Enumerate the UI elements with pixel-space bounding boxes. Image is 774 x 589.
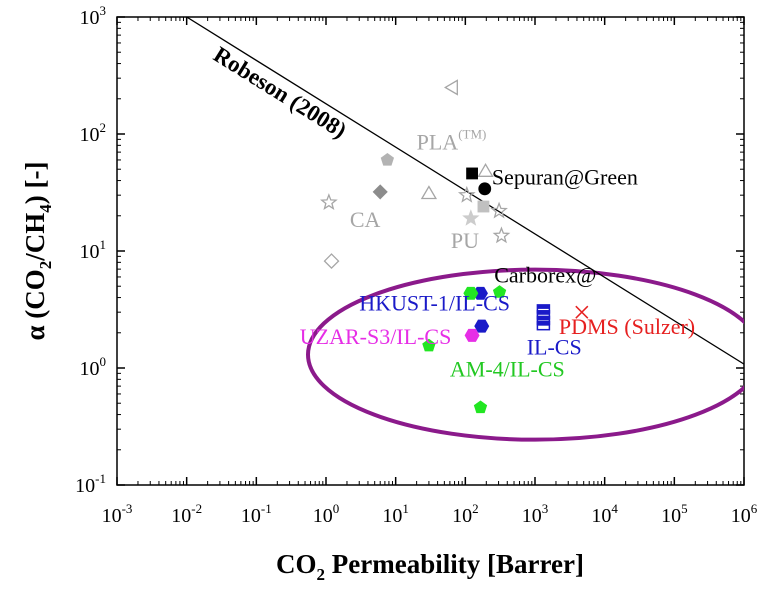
data-point-diamond-open — [323, 253, 340, 270]
data-point-star-open — [320, 193, 338, 210]
ilcs-label: IL-CS — [527, 335, 582, 360]
hkust-label: HKUST-1/IL-CS — [359, 291, 510, 316]
data-point-diamond — [372, 184, 388, 200]
data-point-square — [477, 200, 490, 213]
data-point-pentagon — [380, 152, 395, 166]
carborex-label: Carborex@ — [494, 262, 596, 287]
y-axis-title: α (CO2/CH4) [-] — [20, 161, 55, 340]
x-tick-label: 100 — [313, 501, 340, 527]
plot-frame — [116, 16, 745, 486]
x-tick-label: 104 — [591, 501, 618, 527]
y-tick-label: 100 — [80, 354, 107, 380]
pu-label: PU — [451, 228, 479, 253]
y-tick-label: 101 — [80, 237, 107, 263]
tick-labels: 10-3 10-2 10-1 100 101 102 103 104 105 106 10-1 100… — [75, 3, 758, 527]
data-point-triangle-open — [420, 185, 438, 200]
data-point-hexagon — [463, 286, 479, 300]
data-point-square-half — [536, 320, 551, 331]
data-point-square — [466, 167, 478, 180]
data-layer — [186, 17, 744, 442]
data-point-star-open — [492, 226, 511, 244]
y-tick-label: 102 — [80, 120, 107, 146]
data-point-pentagon — [422, 338, 436, 352]
data-point-cross — [575, 305, 589, 319]
data-point-star-open — [457, 185, 476, 203]
x-tick-label: 103 — [522, 501, 549, 527]
annotations: Robeson (2008) PLA(TM)Sepuran@Green CA PU Ca… — [209, 42, 695, 382]
data-point-hexagon — [474, 319, 490, 333]
x-tick-label: 106 — [731, 501, 758, 527]
x-axis-title: CO2 Permeability [Barrer] — [276, 549, 584, 584]
axis-ticks — [116, 16, 745, 486]
x-tick-label: 10-2 — [171, 501, 202, 527]
data-point-triangle-left-open — [444, 79, 458, 96]
ca-label: CA — [350, 207, 381, 232]
pdms-label: PDMS (Sulzer) — [559, 314, 695, 339]
y-tick-label: 10-1 — [75, 471, 106, 497]
x-tick-label: 10-1 — [241, 501, 272, 527]
data-point-pentagon — [492, 285, 507, 298]
data-point-circle — [478, 182, 492, 196]
x-tick-label: 101 — [382, 501, 409, 527]
am4-label: AM-4/IL-CS — [450, 356, 565, 381]
robeson-line-label: Robeson (2008) — [209, 42, 351, 143]
y-tick-label: 103 — [80, 3, 107, 29]
data-point-pentagon — [473, 400, 488, 414]
data-point-triangle-open — [477, 163, 494, 177]
sepuran-label: Sepuran@Green — [492, 165, 638, 190]
x-tick-label: 102 — [452, 501, 479, 527]
highlight-ellipse — [306, 267, 744, 442]
x-tick-label: 105 — [661, 501, 688, 527]
data-point-star-open — [490, 201, 508, 219]
data-point-star — [462, 209, 480, 226]
pla-label: PLA(TM) — [417, 126, 487, 154]
uzar-label: UZAR-S3/IL-CS — [300, 324, 452, 349]
data-point-hexagon — [464, 328, 480, 342]
x-tick-label: 10-3 — [102, 501, 133, 527]
